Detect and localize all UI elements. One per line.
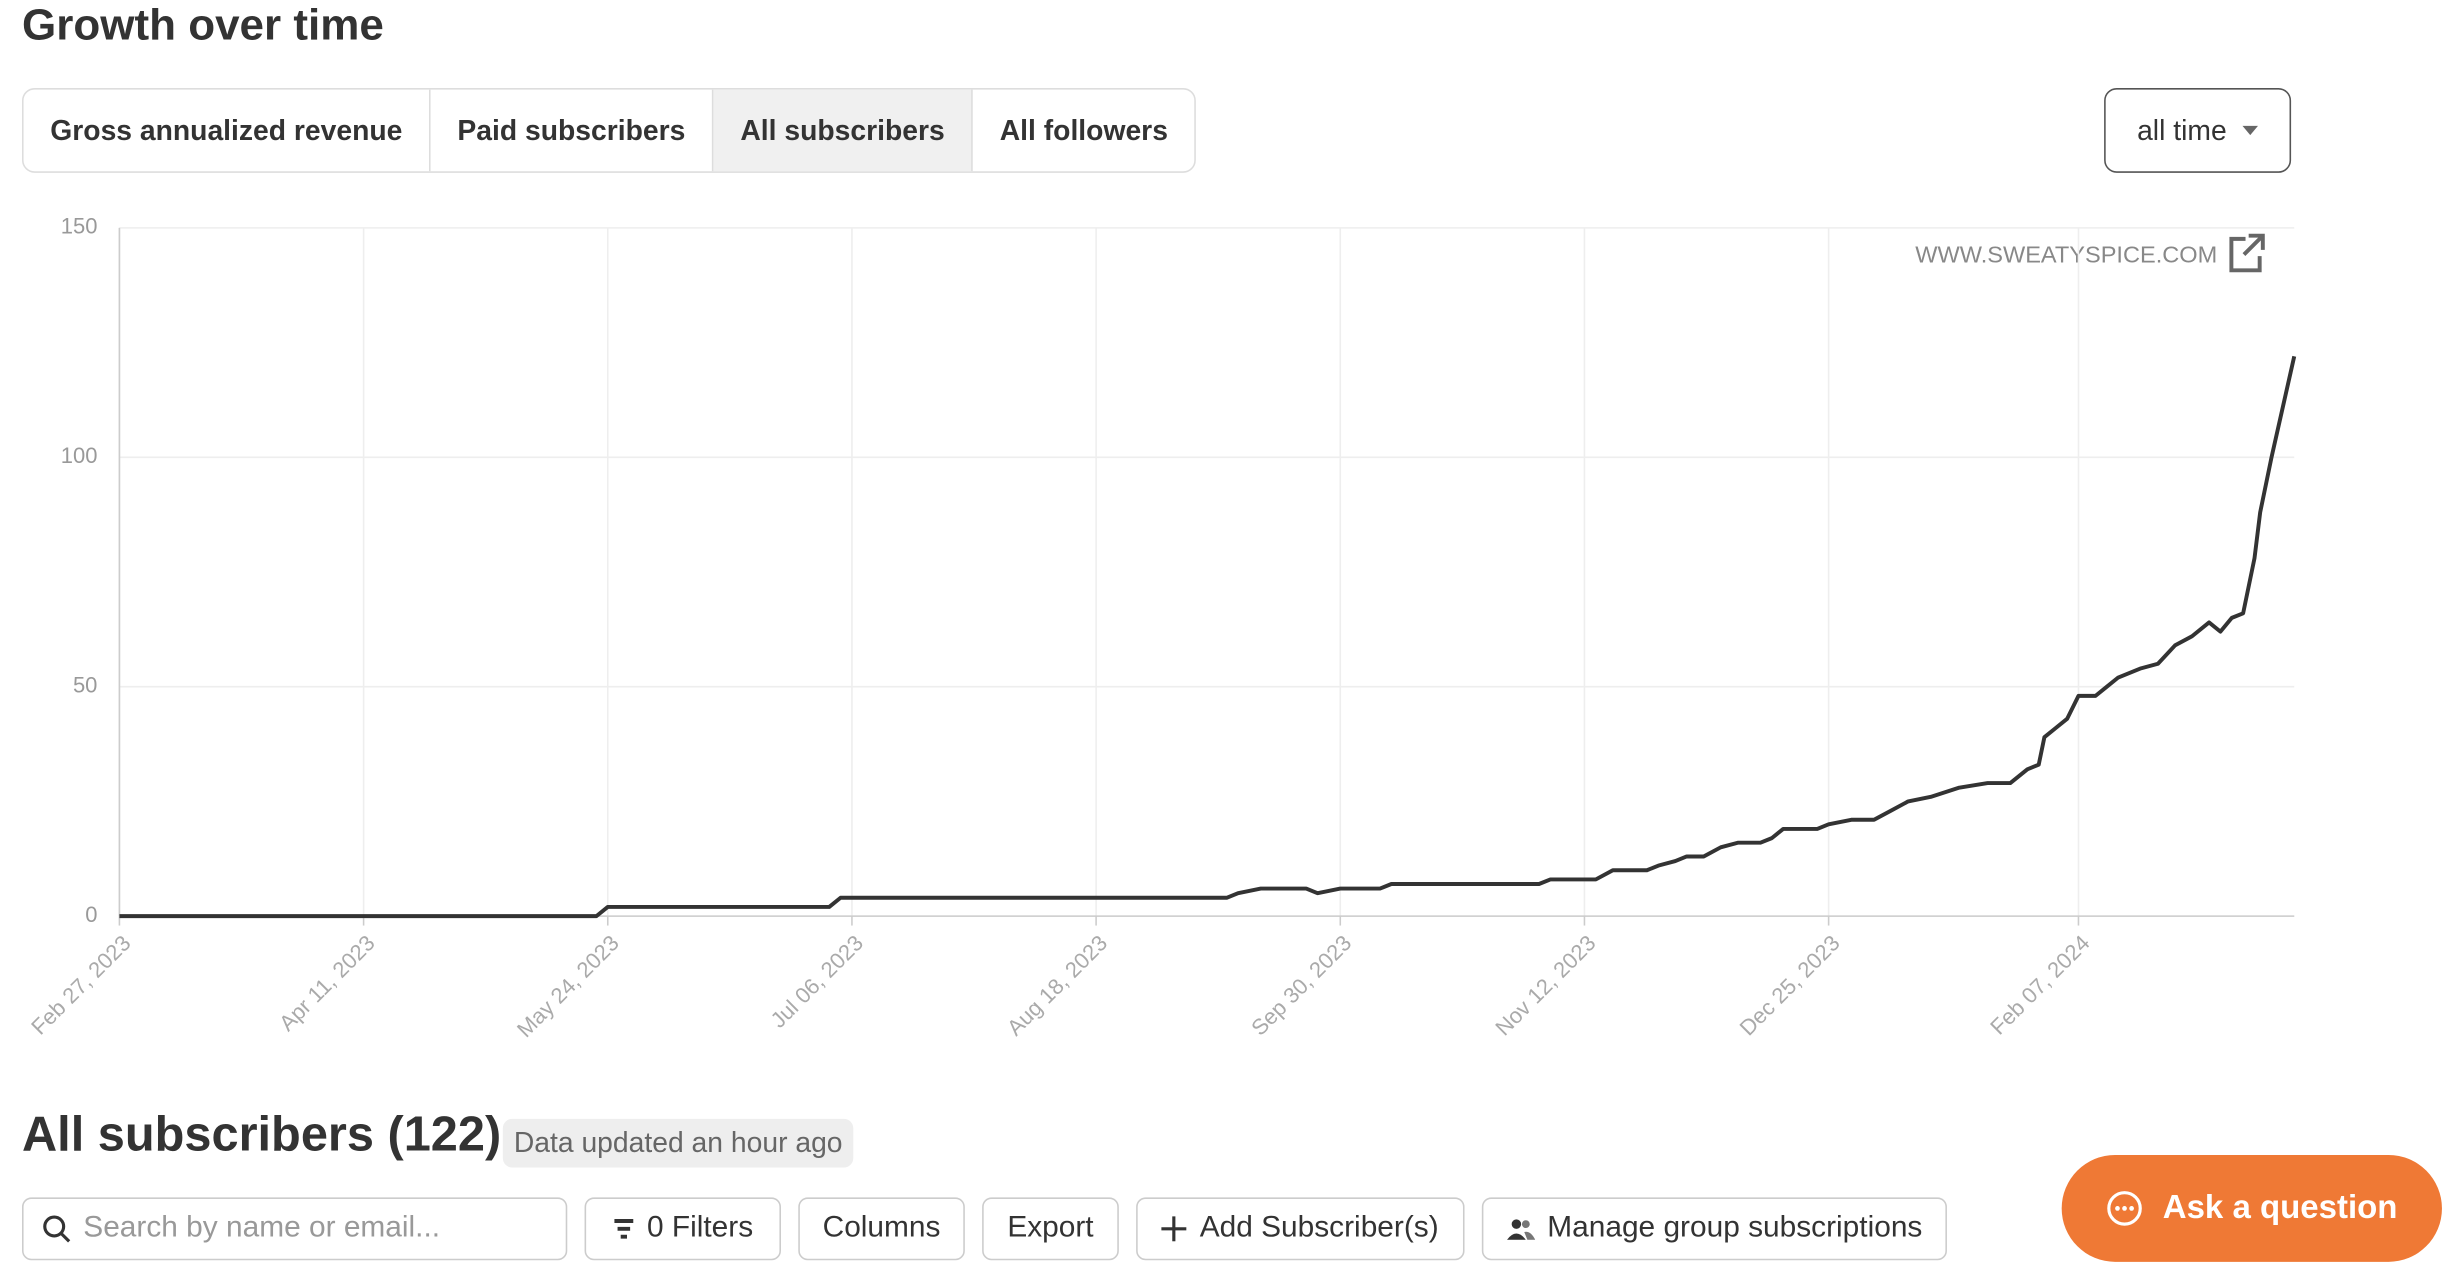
range-label: all time xyxy=(2137,113,2227,146)
tab[interactable]: Paid subscribers xyxy=(431,89,714,172)
x-tick-label: Jul 06, 2023 xyxy=(766,930,868,1032)
export-button[interactable]: Export xyxy=(982,1197,1119,1261)
chat-icon xyxy=(2107,1191,2143,1226)
button-label: Manage group subscriptions xyxy=(1547,1211,1923,1245)
section-title: All subscribers (122) xyxy=(21,1106,502,1162)
tab[interactable]: All subscribers xyxy=(713,89,974,172)
tab[interactable]: Gross annualized revenue xyxy=(24,89,431,172)
chat-label: Ask a question xyxy=(2162,1189,2398,1226)
button-label: Add Subscriber(s) xyxy=(1199,1211,1439,1245)
x-tick-label: Feb 27, 2023 xyxy=(26,930,135,1039)
manage-groups-button[interactable]: Manage group subscriptions xyxy=(1481,1197,1947,1261)
search-icon xyxy=(43,1215,71,1243)
watermark[interactable]: WWW.SWEATYSPICE.COM xyxy=(1915,241,2217,267)
page-title: Growth over time xyxy=(21,0,384,49)
add-subscriber-button[interactable]: Add Subscriber(s) xyxy=(1136,1197,1465,1261)
x-tick-label: Sep 30, 2023 xyxy=(1246,930,1356,1040)
filters-button[interactable]: 0 Filters xyxy=(584,1197,781,1261)
status-badge: Data updated an hour ago xyxy=(502,1118,854,1168)
x-tick-label: Apr 11, 2023 xyxy=(274,930,380,1036)
external-link-icon[interactable] xyxy=(2229,233,2265,273)
y-tick-label: 150 xyxy=(61,214,98,239)
x-tick-label: Aug 18, 2023 xyxy=(1002,930,1112,1040)
plus-icon xyxy=(1162,1216,1188,1242)
chart: WWW.SWEATYSPICE.COM 0 50 100 150 Feb 27, 202… xyxy=(26,214,2297,1042)
tab-bar: Gross annualized revenue Paid subscriber… xyxy=(21,87,1197,173)
columns-button[interactable]: Columns xyxy=(798,1197,965,1261)
button-label: Columns xyxy=(822,1211,941,1245)
range-select[interactable]: all time xyxy=(2104,87,2292,173)
chat-button[interactable]: Ask a question xyxy=(2061,1154,2442,1262)
group-icon xyxy=(1506,1219,1535,1240)
x-tick-label: Nov 12, 2023 xyxy=(1490,930,1600,1040)
x-tick-label: Feb 07, 2024 xyxy=(1985,930,2094,1039)
y-tick-label: 0 xyxy=(85,902,97,927)
filter-icon xyxy=(613,1219,633,1239)
button-label: 0 Filters xyxy=(646,1211,754,1245)
tab[interactable]: All followers xyxy=(999,114,1168,147)
search-box[interactable]: Search by name or email... xyxy=(21,1197,568,1261)
x-tick-label: Dec 25, 2023 xyxy=(1735,930,1845,1040)
data-line xyxy=(119,355,2297,919)
y-tick-label: 100 xyxy=(61,443,98,468)
dropdown-arrow xyxy=(2242,125,2259,136)
button-label: Export xyxy=(1007,1211,1094,1245)
search-placeholder: Search by name or email... xyxy=(83,1211,441,1245)
y-tick-label: 50 xyxy=(73,673,97,698)
x-tick-label: May 24, 2023 xyxy=(512,930,624,1042)
